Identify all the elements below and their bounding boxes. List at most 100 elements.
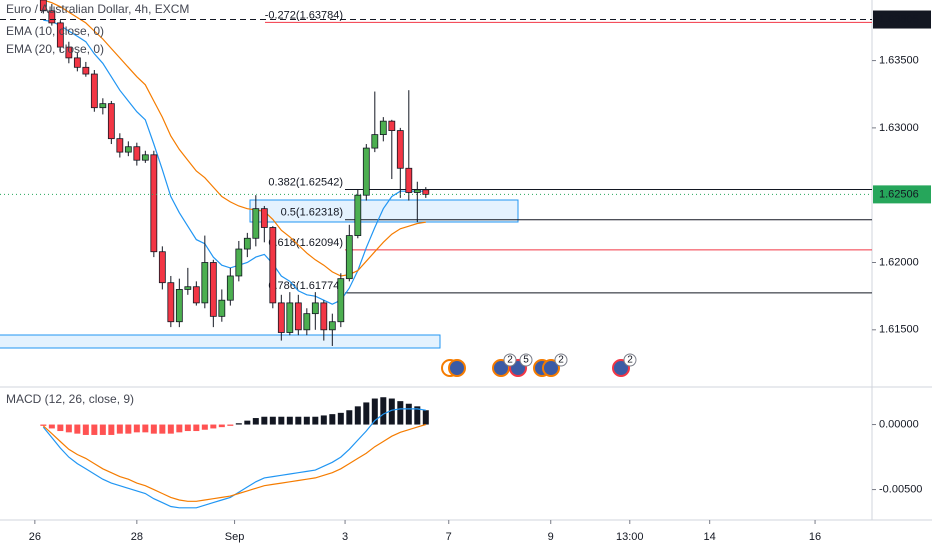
candle-body	[158, 251, 166, 284]
y-tick-label: -0.00500	[879, 483, 922, 495]
macd-histogram-bar	[252, 418, 259, 425]
x-tick-label: 9	[548, 531, 554, 543]
zone-box	[0, 334, 441, 349]
candle-body	[56, 22, 64, 48]
event-icons: 2 5 2 2	[441, 353, 637, 377]
event-icon	[542, 359, 560, 377]
candle-body	[371, 134, 379, 149]
macd-histogram-bar	[142, 424, 149, 433]
candle-body	[354, 194, 362, 236]
y-tick-label: 1.63000	[879, 122, 919, 134]
candle-body	[362, 147, 370, 196]
x-tick-label: 7	[446, 531, 452, 543]
candle-body	[48, 10, 56, 24]
zone-box	[249, 199, 519, 223]
candle-body	[379, 120, 387, 136]
macd-histogram-bar	[295, 416, 302, 425]
macd-histogram-bar	[346, 410, 353, 425]
macd-histogram-bar	[312, 416, 319, 425]
candle-body	[209, 262, 217, 317]
macd-histogram-bar	[99, 424, 106, 435]
event-badge	[519, 353, 533, 367]
candle-body	[405, 167, 413, 193]
x-tick-label: 16	[809, 531, 821, 543]
macd-histogram-bar	[150, 424, 157, 434]
x-tick-label: 13:00	[616, 531, 644, 543]
event-badge-text: 5	[523, 355, 529, 366]
macd-histogram-bar	[244, 420, 251, 425]
macd-histogram-bar	[125, 424, 132, 434]
ema-line	[43, 19, 426, 305]
candle-body	[311, 302, 319, 315]
macd-histogram-bar	[82, 424, 89, 435]
candle-body	[124, 146, 132, 153]
fib-label: 0.618(1.62094)	[268, 237, 343, 249]
x-tick-label: Sep	[225, 531, 245, 543]
macd-histogram-bar	[48, 424, 55, 429]
price-tag-label: 1.63805	[879, 13, 919, 25]
macd-histogram-bar	[65, 424, 72, 433]
macd-histogram-bar	[278, 416, 285, 425]
event-badge-text: 2	[627, 355, 633, 366]
fib-label: 0.786(1.61774)	[268, 280, 343, 292]
macd-histogram-bar	[193, 424, 200, 432]
macd-histogram-bar	[320, 415, 327, 425]
candle-body	[116, 138, 124, 153]
candle-body	[90, 73, 98, 109]
candle-body	[328, 321, 336, 331]
y-tick-label: 0.00000	[879, 418, 919, 430]
macd-histogram-bar	[371, 398, 378, 425]
candle-body	[269, 227, 277, 304]
price-tag-label: 1.62506	[879, 188, 919, 200]
macd-histogram-bar	[397, 401, 404, 425]
macd-histogram-bar	[108, 424, 115, 435]
candle-body	[65, 46, 73, 59]
macd-histogram-bar	[74, 424, 81, 434]
candle-body	[277, 302, 285, 333]
macd-histogram-bar	[210, 424, 217, 429]
macd-histogram-bar	[133, 424, 140, 433]
candle-body	[235, 248, 243, 277]
candle-body	[175, 289, 183, 323]
x-tick-label: 28	[131, 531, 143, 543]
candle-body	[226, 275, 234, 301]
macd-histogram-bar	[184, 424, 191, 432]
macd-histogram-bar	[388, 398, 395, 425]
candle-body	[422, 189, 430, 195]
candle-body	[133, 146, 141, 161]
candle-body	[294, 302, 302, 331]
candle-body	[201, 262, 209, 304]
candle-body	[345, 235, 353, 280]
event-badge	[503, 353, 517, 367]
price-tag	[873, 10, 931, 29]
candle-body	[39, 0, 47, 12]
chart-title: Euro / Australian Dollar, 4h, EXCM	[6, 2, 189, 16]
candle-body	[167, 282, 175, 323]
candle-body	[260, 208, 268, 228]
candle-body	[252, 208, 260, 239]
macd-histogram-bar	[227, 424, 234, 426]
macd-histogram-bar	[235, 423, 242, 425]
macd-histogram-bar	[159, 424, 166, 434]
fib-label: -0.272(1.63784)	[265, 9, 343, 21]
candle-body	[337, 278, 345, 323]
event-icon	[448, 359, 466, 377]
y-tick-label: 1.62000	[879, 256, 919, 268]
macd-line	[42, 423, 426, 502]
x-tick-label: 26	[29, 531, 41, 543]
event-badge-text: 2	[507, 355, 513, 366]
candle-body	[107, 103, 115, 140]
price-tag	[873, 185, 931, 204]
macd-histogram-bar	[261, 416, 268, 425]
y-tick-label: 1.61500	[879, 324, 919, 336]
candle-body	[243, 237, 251, 250]
macd-histogram-bar	[176, 424, 183, 433]
macd-histogram-bar	[380, 397, 387, 425]
macd-histogram-bar	[218, 424, 225, 428]
macd-histogram-bar	[269, 416, 276, 425]
macd-histogram-bar	[286, 416, 293, 425]
macd-histogram-bar	[116, 424, 123, 434]
macd-histogram-bar	[40, 424, 47, 426]
